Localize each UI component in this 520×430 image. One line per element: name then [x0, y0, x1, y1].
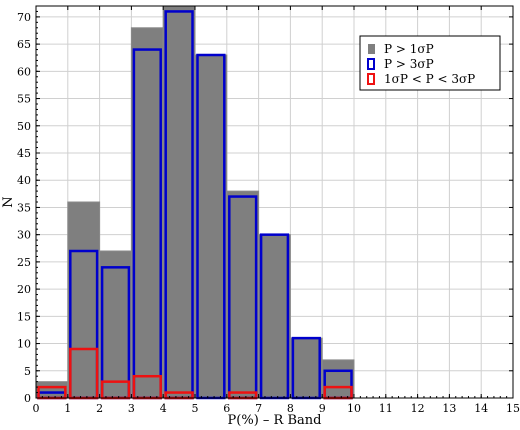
bar-p-gt-1sigma — [226, 190, 260, 399]
legend-swatch — [367, 73, 375, 85]
bar-p-gt-1sigma — [67, 201, 101, 399]
y-tick-label: 0 — [24, 392, 31, 405]
x-tick-label: 5 — [192, 402, 199, 415]
y-tick-label: 60 — [17, 65, 31, 78]
x-tick-label: 13 — [442, 402, 456, 415]
y-tick-label: 40 — [17, 174, 31, 187]
y-tick-label: 55 — [17, 93, 31, 106]
x-axis-label: P(%) – R Band — [228, 413, 322, 428]
y-tick-label: 25 — [17, 256, 31, 269]
x-tick-label: 10 — [347, 402, 361, 415]
bar-p-gt-1sigma — [99, 250, 132, 399]
legend-box — [359, 35, 501, 91]
x-tick-label: 15 — [506, 402, 520, 415]
x-tick-label: 4 — [160, 402, 167, 415]
y-tick-label: 45 — [17, 147, 31, 160]
y-tick-label: 70 — [17, 11, 31, 24]
y-axis-label: N — [1, 196, 16, 207]
y-tick-label: 15 — [17, 310, 31, 323]
legend-label: P > 3σP — [384, 57, 434, 71]
bar-p-gt-1sigma — [258, 234, 291, 399]
x-tick-label: 9 — [319, 402, 326, 415]
y-tick-label: 35 — [17, 201, 31, 214]
x-tick-label: 0 — [33, 402, 40, 415]
y-tick-label: 5 — [24, 365, 31, 378]
y-tick-label: 20 — [17, 283, 31, 296]
legend-label: 1σP < P < 3σP — [384, 72, 475, 86]
bar-p-gt-1sigma — [289, 337, 323, 399]
x-tick-label: 7 — [255, 402, 262, 415]
y-axis-ticks: 0 5 10 15 20 25 30 35 40 45 50 55 60 65 70 — [17, 5, 513, 405]
x-tick-label: 12 — [411, 402, 425, 415]
bar-p-gt-1sigma — [194, 54, 228, 399]
legend-swatch — [367, 58, 375, 70]
bar-p-gt-1sigma — [35, 381, 69, 399]
x-tick-label: 2 — [96, 402, 103, 415]
x-tick-label: 14 — [474, 402, 488, 415]
x-tick-label: 8 — [287, 402, 294, 415]
bar-p-gt-1sigma — [130, 27, 164, 399]
y-tick-label: 30 — [17, 229, 31, 242]
y-tick-label: 65 — [17, 38, 31, 51]
bar-p-gt-1sigma — [162, 5, 196, 399]
x-tick-label: 3 — [128, 402, 135, 415]
legend-label: P > 1σP — [384, 42, 434, 56]
x-tick-label: 6 — [223, 402, 230, 415]
x-tick-label: 11 — [379, 402, 393, 415]
histogram-bars — [35, 5, 355, 400]
y-tick-label: 50 — [17, 120, 31, 133]
y-tick-label: 10 — [17, 338, 31, 351]
legend-swatch — [368, 44, 375, 54]
x-tick-label: 1 — [64, 402, 71, 415]
x-axis-ticks: 0 1 2 3 4 5 6 7 8 9 10 11 12 13 14 15 — [33, 6, 520, 415]
bar-p-gt-1sigma — [321, 359, 355, 399]
